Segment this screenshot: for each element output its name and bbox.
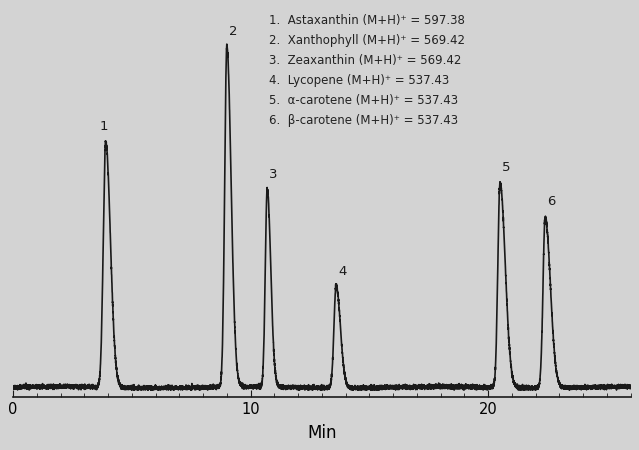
Text: 3: 3 <box>269 168 277 181</box>
Text: 1: 1 <box>100 121 108 133</box>
X-axis label: Min: Min <box>307 423 337 441</box>
Text: 4: 4 <box>338 265 346 278</box>
Text: 5: 5 <box>502 161 511 174</box>
Text: 1.  Astaxanthin (M+H)⁺ = 597.38
2.  Xanthophyll (M+H)⁺ = 569.42
3.  Zeaxanthin (: 1. Astaxanthin (M+H)⁺ = 597.38 2. Xantho… <box>270 14 465 127</box>
Text: 6: 6 <box>547 195 555 208</box>
Text: 2: 2 <box>229 25 237 38</box>
